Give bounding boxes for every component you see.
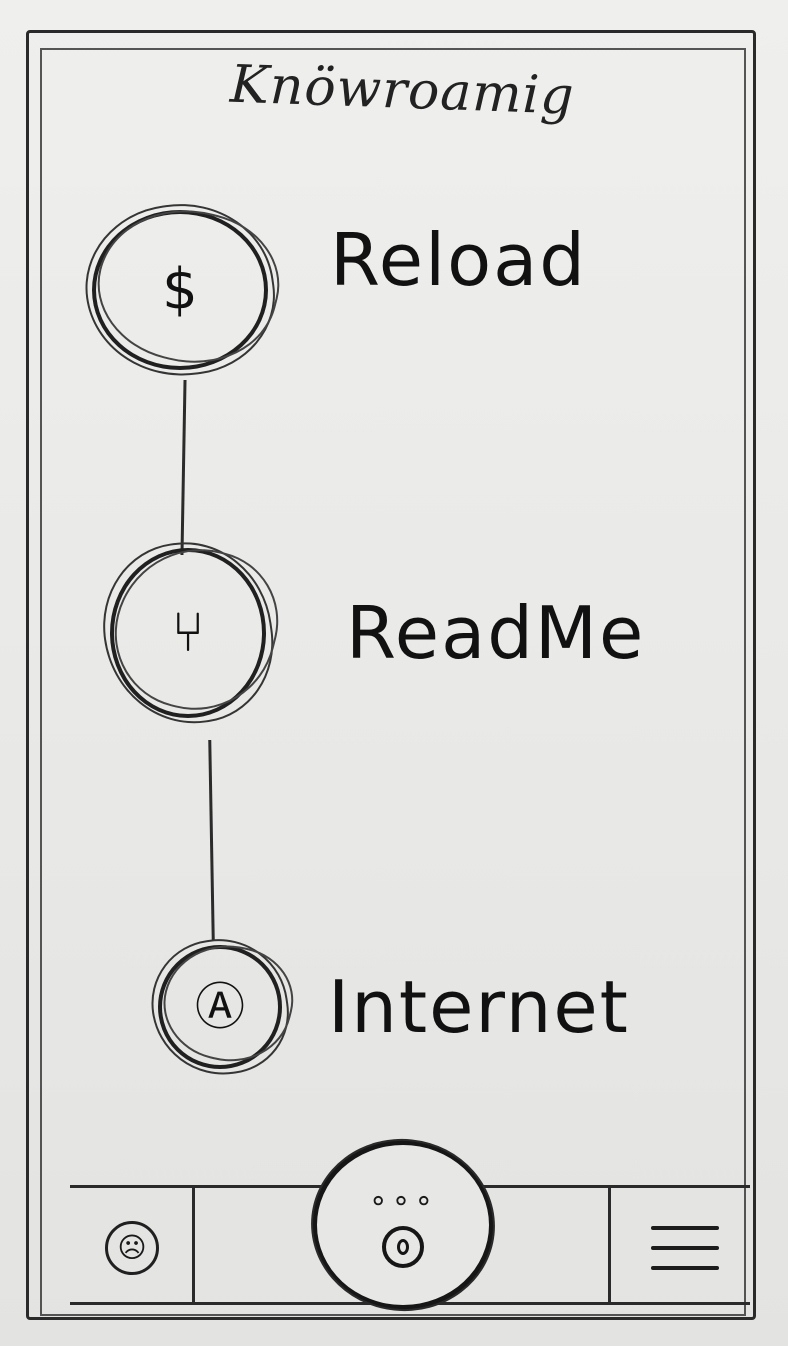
nav-divider bbox=[608, 1188, 611, 1302]
node-circle[interactable]: ⑂ bbox=[110, 548, 266, 718]
timeline-label-reload: Reload bbox=[330, 218, 587, 302]
globe-icon: Ⓐ bbox=[195, 978, 245, 1036]
phone-screen bbox=[40, 48, 746, 1316]
dollar-icon: $ bbox=[162, 257, 198, 322]
menu-button[interactable] bbox=[640, 1206, 730, 1290]
timeline-label-readme: ReadMe bbox=[346, 591, 646, 675]
center-action-button[interactable]: ∘∘∘ bbox=[312, 1140, 494, 1310]
node-circle[interactable]: Ⓐ bbox=[158, 945, 282, 1069]
branch-icon: ⑂ bbox=[171, 600, 205, 665]
nav-divider bbox=[192, 1188, 195, 1302]
timeline-item-readme[interactable]: ⑂ ReadMe bbox=[110, 548, 645, 718]
face-glyph: ☹ bbox=[117, 1231, 147, 1264]
phone-frame bbox=[26, 30, 756, 1320]
face-icon: ☹ bbox=[105, 1221, 159, 1275]
profile-button[interactable]: ☹ bbox=[92, 1208, 172, 1288]
node-circle[interactable]: $ bbox=[92, 210, 268, 370]
timeline-item-reload[interactable]: $ Reload bbox=[92, 210, 587, 370]
hamburger-menu-icon bbox=[651, 1226, 719, 1270]
fab-ring-icon bbox=[382, 1226, 424, 1268]
timeline-label-internet: Internet bbox=[328, 965, 630, 1049]
paw-icon: ∘∘∘ bbox=[368, 1183, 438, 1218]
timeline-item-internet[interactable]: Ⓐ Internet bbox=[158, 945, 630, 1069]
